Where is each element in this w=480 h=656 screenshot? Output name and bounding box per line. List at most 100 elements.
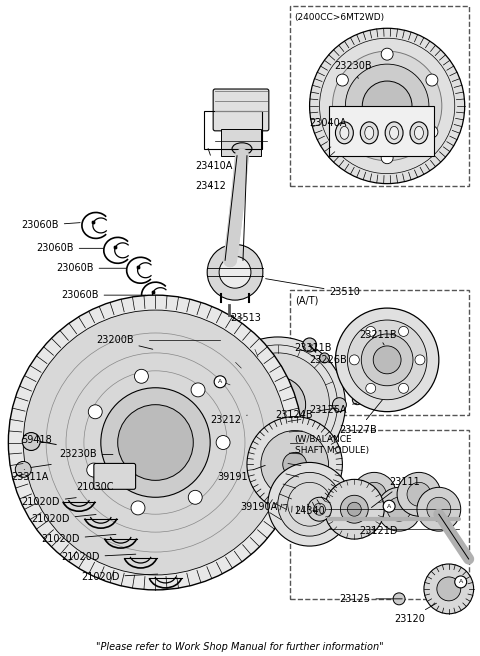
Text: 21020D: 21020D [31, 514, 96, 524]
Circle shape [340, 495, 368, 523]
Text: 21020D: 21020D [61, 552, 136, 562]
Circle shape [310, 28, 465, 184]
Text: 21020D: 21020D [81, 572, 158, 582]
Circle shape [302, 338, 316, 352]
Circle shape [362, 81, 412, 131]
Circle shape [349, 355, 360, 365]
Circle shape [327, 487, 371, 531]
Circle shape [188, 490, 202, 504]
Circle shape [336, 74, 348, 86]
Circle shape [15, 461, 31, 478]
Circle shape [398, 383, 408, 394]
Text: 23060B: 23060B [61, 290, 146, 300]
Circle shape [261, 430, 328, 499]
Circle shape [366, 383, 376, 394]
Circle shape [101, 388, 210, 497]
Text: 24340: 24340 [295, 506, 325, 516]
Text: 23230B: 23230B [335, 61, 372, 79]
Text: (W/BALANCE
SHAFT MODULE): (W/BALANCE SHAFT MODULE) [295, 434, 369, 455]
Circle shape [216, 436, 230, 449]
Circle shape [278, 472, 341, 536]
Text: 23060B: 23060B [36, 243, 103, 253]
Circle shape [324, 480, 384, 539]
Circle shape [373, 392, 381, 400]
Bar [290, 430, 468, 599]
Text: 23230B: 23230B [59, 449, 113, 459]
Circle shape [8, 295, 302, 590]
Circle shape [348, 320, 427, 400]
Text: 59418: 59418 [21, 434, 52, 445]
Circle shape [387, 497, 411, 521]
Text: 23111: 23111 [372, 478, 420, 508]
Text: 39190A: 39190A [240, 502, 287, 512]
Circle shape [333, 398, 347, 412]
Circle shape [381, 48, 393, 60]
Circle shape [118, 405, 193, 480]
Bar [290, 7, 468, 186]
Circle shape [346, 64, 429, 148]
Ellipse shape [340, 127, 349, 139]
Text: (A/T): (A/T) [295, 295, 318, 305]
Circle shape [426, 74, 438, 86]
Circle shape [427, 497, 451, 521]
Text: 23040A: 23040A [310, 118, 347, 128]
Text: 23311A: 23311A [12, 470, 48, 482]
Circle shape [214, 376, 226, 388]
Text: A: A [458, 579, 463, 584]
Circle shape [393, 593, 405, 605]
Circle shape [381, 152, 393, 164]
Circle shape [337, 497, 361, 521]
Text: "Please refer to Work Shop Manual for further information": "Please refer to Work Shop Manual for fu… [96, 642, 384, 651]
Circle shape [415, 355, 425, 365]
Text: 23513: 23513 [230, 313, 261, 323]
Text: 23212: 23212 [210, 415, 247, 424]
Ellipse shape [410, 122, 428, 144]
Circle shape [87, 463, 101, 477]
Text: 23510: 23510 [265, 279, 360, 297]
Circle shape [366, 327, 376, 337]
Circle shape [191, 383, 205, 397]
Circle shape [264, 391, 292, 419]
Circle shape [268, 462, 351, 546]
Ellipse shape [415, 127, 423, 139]
Circle shape [437, 577, 461, 601]
Circle shape [283, 453, 307, 476]
Bar [148, 318, 220, 358]
Circle shape [398, 327, 408, 337]
Circle shape [247, 417, 342, 512]
Text: 23126A: 23126A [310, 403, 357, 415]
Text: 21020D: 21020D [41, 534, 116, 544]
Circle shape [226, 353, 329, 457]
Circle shape [352, 472, 396, 516]
Circle shape [207, 244, 263, 300]
Circle shape [362, 482, 386, 506]
Circle shape [407, 482, 431, 506]
Circle shape [455, 576, 467, 588]
Circle shape [23, 310, 288, 575]
Text: 23211B: 23211B [360, 330, 397, 345]
Text: 23124B: 23124B [275, 408, 336, 420]
Text: A: A [218, 379, 222, 384]
Circle shape [219, 256, 251, 288]
Text: 21020D: 21020D [21, 497, 76, 507]
Text: 23311B: 23311B [295, 343, 332, 353]
Ellipse shape [232, 143, 252, 155]
Text: (2400CC>6MT2WD): (2400CC>6MT2WD) [295, 13, 385, 22]
Circle shape [134, 369, 148, 383]
Circle shape [336, 308, 439, 412]
Bar [290, 290, 468, 415]
Text: 23226B: 23226B [310, 355, 348, 365]
Circle shape [88, 405, 102, 419]
Text: 23060B: 23060B [21, 220, 80, 230]
FancyBboxPatch shape [213, 89, 269, 131]
Text: 23200B: 23200B [96, 335, 153, 349]
Circle shape [348, 502, 361, 516]
Circle shape [352, 395, 362, 405]
Bar [225, 315, 233, 320]
Circle shape [250, 377, 306, 432]
Circle shape [397, 472, 441, 516]
Text: 23121D: 23121D [360, 526, 398, 536]
Text: 23412: 23412 [195, 180, 226, 191]
Ellipse shape [385, 122, 403, 144]
Ellipse shape [365, 127, 374, 139]
